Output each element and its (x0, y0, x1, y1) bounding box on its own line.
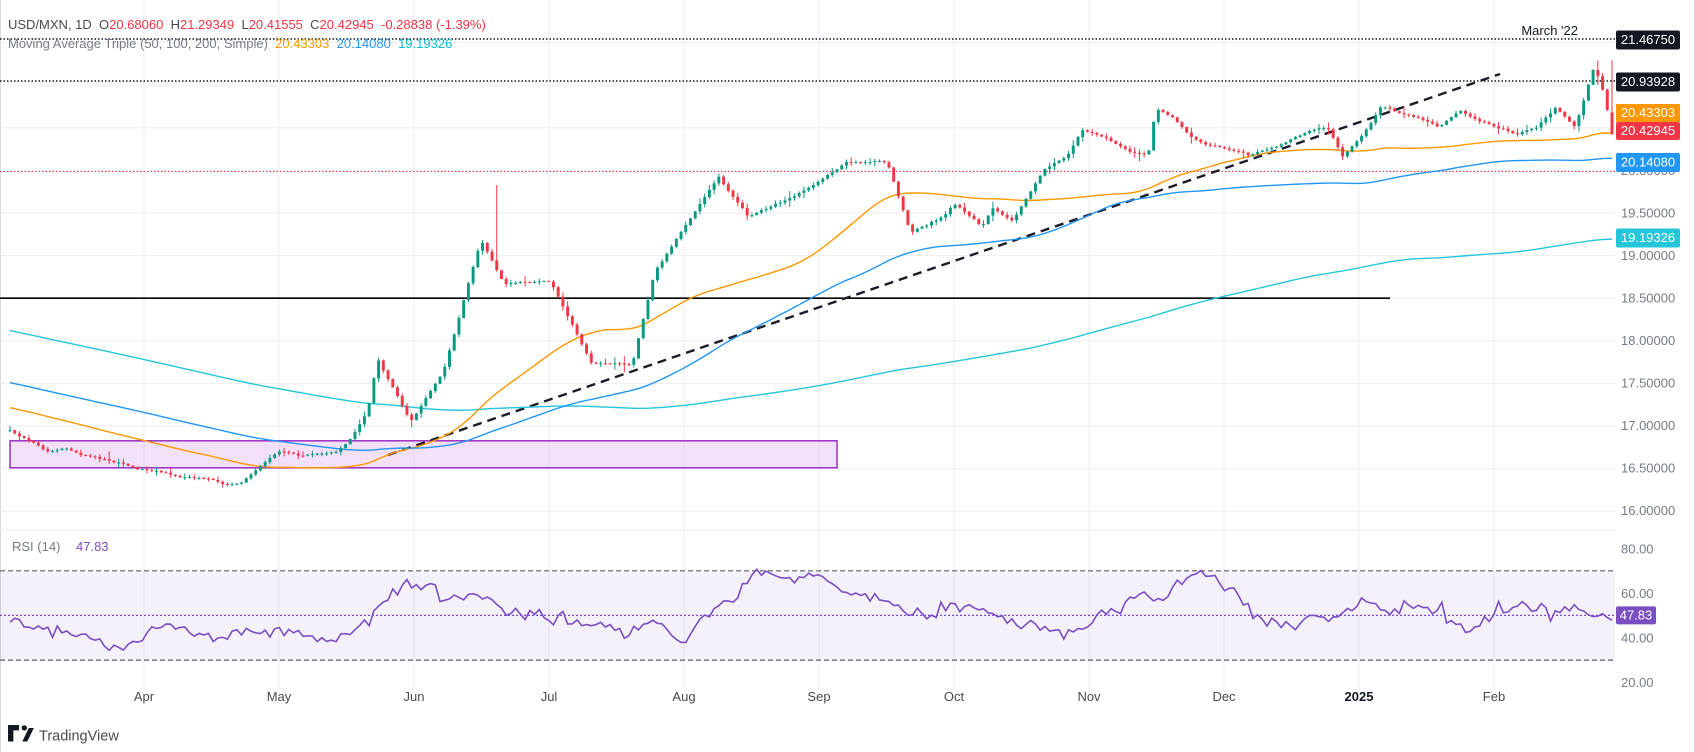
svg-text:19.50000: 19.50000 (1621, 206, 1675, 221)
svg-text:47.83: 47.83 (1620, 608, 1653, 623)
svg-text:17.50000: 17.50000 (1621, 376, 1675, 391)
svg-text:80.00: 80.00 (1621, 542, 1654, 557)
svg-text:20.43303: 20.43303 (1621, 105, 1675, 120)
svg-text:20.93928: 20.93928 (1621, 74, 1675, 89)
svg-text:TradingView: TradingView (39, 729, 119, 745)
svg-text:18.50000: 18.50000 (1621, 291, 1675, 306)
svg-text:Apr: Apr (134, 689, 155, 704)
svg-text:Dec: Dec (1212, 689, 1236, 704)
svg-text:Jul: Jul (541, 689, 558, 704)
svg-text:19.00000: 19.00000 (1621, 248, 1675, 263)
svg-text:47.83: 47.83 (76, 539, 109, 554)
svg-text:Oct: Oct (944, 689, 965, 704)
svg-text:20.14080: 20.14080 (1621, 155, 1675, 170)
svg-text:19.19326: 19.19326 (1621, 230, 1675, 245)
svg-text:Sep: Sep (807, 689, 830, 704)
svg-text:21.46750: 21.46750 (1621, 32, 1675, 47)
svg-text:16.50000: 16.50000 (1621, 461, 1675, 476)
svg-text:RSI (14): RSI (14) (12, 539, 60, 554)
svg-text:16.00000: 16.00000 (1621, 503, 1675, 518)
svg-text:March '22: March '22 (1521, 23, 1578, 38)
svg-text:20.42945: 20.42945 (1621, 123, 1675, 138)
svg-text:Jun: Jun (404, 689, 425, 704)
svg-text:20.00: 20.00 (1621, 675, 1654, 690)
svg-text:Nov: Nov (1077, 689, 1101, 704)
svg-text:60.00: 60.00 (1621, 586, 1654, 601)
svg-text:May: May (267, 689, 292, 704)
svg-text:18.00000: 18.00000 (1621, 333, 1675, 348)
svg-text:17.00000: 17.00000 (1621, 418, 1675, 433)
svg-text:Aug: Aug (672, 689, 695, 704)
svg-text:Feb: Feb (1483, 689, 1505, 704)
svg-text:40.00: 40.00 (1621, 631, 1654, 646)
svg-text:2025: 2025 (1345, 689, 1374, 704)
